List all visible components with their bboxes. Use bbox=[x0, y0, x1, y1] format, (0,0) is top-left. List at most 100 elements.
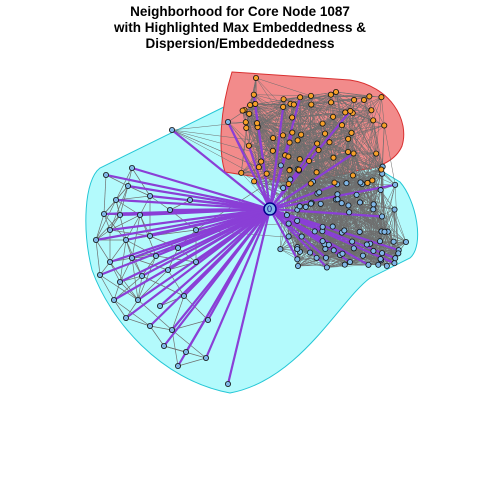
graph-node bbox=[334, 196, 341, 203]
edge bbox=[99, 274, 115, 301]
graph-node bbox=[238, 169, 245, 176]
edge bbox=[297, 168, 361, 183]
edge bbox=[99, 274, 139, 301]
highlight-edge bbox=[95, 207, 271, 242]
highlight-edge bbox=[269, 183, 396, 211]
graph-node bbox=[117, 278, 124, 285]
edge bbox=[333, 110, 351, 158]
edge bbox=[260, 99, 284, 162]
graph-node bbox=[357, 199, 364, 206]
graph-node bbox=[242, 119, 249, 126]
graph-node bbox=[285, 220, 292, 227]
edge bbox=[113, 299, 127, 319]
edge bbox=[254, 103, 274, 151]
edge bbox=[95, 214, 121, 241]
graph-node bbox=[313, 254, 320, 261]
edge bbox=[348, 125, 385, 140]
graph-node bbox=[202, 354, 209, 361]
edge bbox=[95, 213, 105, 241]
graph-node bbox=[345, 135, 352, 142]
edge bbox=[227, 121, 298, 210]
edge bbox=[242, 104, 312, 111]
graph-node bbox=[192, 258, 199, 265]
graph-node bbox=[338, 122, 345, 129]
edge bbox=[310, 203, 323, 242]
graph-node bbox=[186, 196, 193, 203]
graph-node bbox=[192, 226, 199, 233]
edge bbox=[103, 174, 107, 215]
graph-node bbox=[339, 250, 346, 257]
edge bbox=[394, 209, 399, 254]
edge bbox=[329, 110, 372, 143]
edge bbox=[249, 106, 284, 115]
graph-node bbox=[331, 179, 338, 186]
edge bbox=[125, 239, 157, 257]
edge bbox=[326, 264, 369, 268]
graph-node bbox=[349, 238, 356, 245]
edge bbox=[347, 120, 374, 153]
edge bbox=[356, 189, 381, 196]
edge bbox=[137, 275, 143, 301]
highlight-edge bbox=[204, 208, 272, 359]
graph-node bbox=[357, 179, 364, 186]
graph-node bbox=[379, 250, 386, 257]
highlight-edge bbox=[247, 145, 272, 210]
graph-node bbox=[289, 114, 296, 121]
edge bbox=[297, 202, 312, 267]
graph-node bbox=[323, 264, 330, 271]
graph-node bbox=[347, 107, 354, 114]
edge bbox=[177, 357, 207, 367]
graph-node bbox=[294, 137, 301, 144]
edge bbox=[137, 269, 169, 301]
graph-node bbox=[379, 213, 386, 220]
highlight-edge bbox=[105, 173, 271, 211]
graph-node bbox=[392, 255, 399, 262]
edge bbox=[141, 255, 157, 277]
graph-node bbox=[117, 211, 124, 218]
edge bbox=[378, 257, 396, 266]
highlight-edge bbox=[149, 208, 271, 327]
graph-node bbox=[298, 131, 305, 138]
edge bbox=[349, 202, 361, 263]
edge bbox=[113, 281, 121, 301]
graph-node bbox=[373, 150, 380, 157]
graph-node bbox=[325, 241, 332, 248]
title-line-3: Dispersion/Embeddededness bbox=[145, 36, 335, 51]
edge bbox=[103, 199, 117, 215]
graph-node bbox=[319, 120, 326, 127]
graph-node bbox=[383, 262, 390, 269]
edge bbox=[310, 203, 345, 231]
graph-node bbox=[146, 192, 153, 199]
edge bbox=[256, 123, 260, 168]
edge bbox=[250, 97, 301, 106]
graph-node bbox=[251, 178, 258, 185]
highlight-edge bbox=[131, 166, 271, 211]
edge bbox=[353, 99, 374, 121]
highlight-edge bbox=[227, 121, 271, 210]
graph-node bbox=[298, 233, 305, 240]
edge bbox=[316, 257, 345, 265]
edge bbox=[359, 173, 383, 203]
highlight-edge bbox=[226, 208, 272, 385]
graph-node bbox=[128, 164, 135, 171]
graph-node bbox=[113, 196, 120, 203]
edge bbox=[177, 247, 197, 263]
edge bbox=[350, 110, 385, 126]
graph-node bbox=[290, 101, 297, 108]
edge bbox=[381, 231, 385, 254]
graph-node bbox=[246, 110, 253, 117]
graph-node bbox=[322, 254, 329, 261]
edge bbox=[245, 122, 282, 166]
edge bbox=[344, 182, 361, 231]
graph-node bbox=[359, 252, 366, 259]
graph-node bbox=[391, 260, 398, 267]
graph-node bbox=[327, 91, 334, 98]
graph-node bbox=[252, 75, 259, 82]
graph-node bbox=[146, 322, 153, 329]
graph-node bbox=[123, 314, 130, 321]
edge bbox=[297, 169, 338, 200]
edge bbox=[292, 94, 332, 133]
edge bbox=[335, 91, 346, 113]
graph-node bbox=[296, 156, 303, 163]
